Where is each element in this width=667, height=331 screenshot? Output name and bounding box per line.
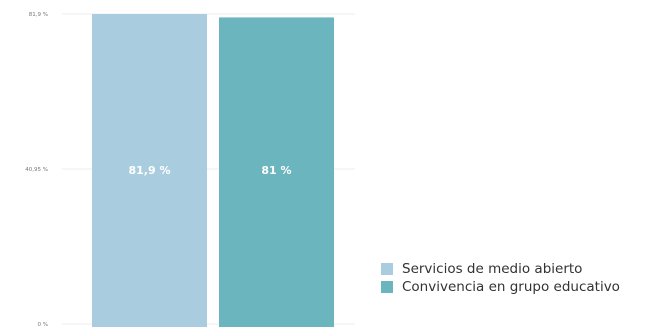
legend-swatch — [381, 263, 393, 275]
legend-swatch — [381, 281, 393, 293]
bar[interactable] — [219, 17, 334, 328]
legend-label: Servicios de medio abierto — [402, 261, 583, 277]
legend-label: Convivencia en grupo educativo — [402, 279, 620, 295]
y-tick-label: 81,9 % — [29, 12, 48, 18]
y-tick-label: 0 % — [38, 322, 48, 328]
bar-value-label: 81 % — [261, 164, 291, 177]
legend-item[interactable]: Servicios de medio abierto — [381, 260, 620, 278]
y-tick-label: 40,95 % — [25, 167, 48, 173]
bar-value-label: 81,9 % — [129, 164, 171, 177]
bar[interactable] — [92, 14, 207, 327]
legend-item[interactable]: Convivencia en grupo educativo — [381, 278, 620, 296]
legend: Servicios de medio abierto Convivencia e… — [381, 260, 620, 296]
